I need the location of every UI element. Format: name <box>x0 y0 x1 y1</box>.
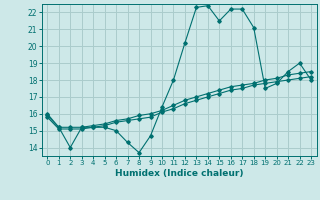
X-axis label: Humidex (Indice chaleur): Humidex (Indice chaleur) <box>115 169 244 178</box>
